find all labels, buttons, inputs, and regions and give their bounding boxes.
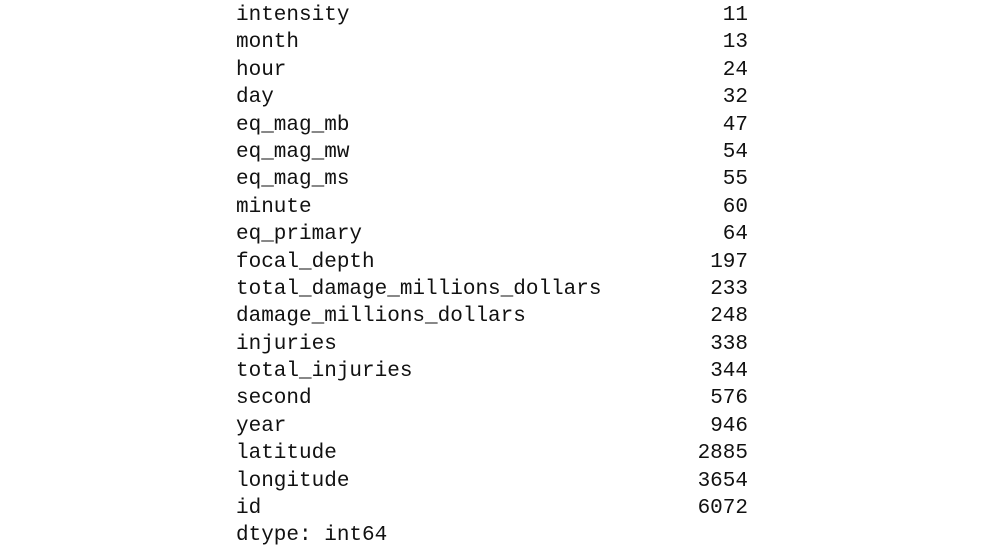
row-label: injuries [236, 332, 337, 356]
row-label: eq_mag_mw [236, 140, 350, 164]
row-count: 6072 [697, 497, 748, 521]
row-label: eq_mag_mb [236, 113, 350, 137]
series-row: eq_mag_mb 47 [236, 112, 756, 139]
row-count: 32 [722, 86, 748, 110]
row-count: 47 [722, 113, 748, 137]
series-row: injuries 338 [236, 331, 756, 358]
row-count: 233 [710, 277, 748, 301]
series-row: year 946 [236, 413, 756, 440]
row-count: 344 [710, 360, 748, 384]
row-label: latitude [236, 442, 337, 466]
row-label: day [236, 86, 274, 110]
row-label: intensity [236, 4, 350, 27]
row-count: 338 [710, 332, 748, 356]
row-label: focal_depth [236, 250, 375, 274]
row-label: damage_millions_dollars [236, 305, 526, 329]
series-row: month 13 [236, 29, 756, 56]
row-label: total_damage_millions_dollars [236, 277, 602, 301]
series-row: longitude 3654 [236, 468, 756, 495]
row-count: 54 [722, 140, 748, 164]
row-count: 24 [722, 58, 748, 82]
series-row: id 6072 [236, 495, 756, 522]
series-row: hour 24 [236, 57, 756, 84]
row-count: 197 [710, 250, 748, 274]
row-count: 248 [710, 305, 748, 329]
row-label: month [236, 31, 300, 55]
row-count: 3654 [697, 469, 748, 493]
row-count: 576 [710, 387, 748, 411]
row-label: id [236, 497, 262, 521]
series-row: total_damage_millions_dollars 233 [236, 276, 756, 303]
row-label: hour [236, 58, 287, 82]
row-label: total_injuries [236, 360, 413, 384]
row-count: 55 [722, 168, 748, 192]
series-row: total_injuries 344 [236, 358, 756, 385]
series-row: latitude 2885 [236, 440, 756, 467]
row-label: year [236, 414, 287, 438]
row-count: 11 [722, 4, 748, 27]
row-count: 13 [722, 31, 748, 55]
dtype-line: dtype: int64 [236, 524, 388, 548]
series-row: eq_mag_ms 55 [236, 166, 756, 193]
row-count: 2885 [697, 442, 748, 466]
series-row: eq_mag_mw 54 [236, 139, 756, 166]
series-row: second 576 [236, 385, 756, 412]
row-label: eq_mag_ms [236, 168, 350, 192]
series-row: intensity 11 [236, 2, 756, 29]
series-row: eq_primary 64 [236, 221, 756, 248]
row-label: second [236, 387, 312, 411]
row-count: 946 [710, 414, 748, 438]
row-label: minute [236, 195, 312, 219]
series-row: day 32 [236, 84, 756, 111]
series-row: focal_depth 197 [236, 249, 756, 276]
series-row: damage_millions_dollars 248 [236, 303, 756, 330]
row-label: longitude [236, 469, 350, 493]
row-count: 64 [722, 223, 748, 247]
row-label: eq_primary [236, 223, 363, 247]
series-row: minute 60 [236, 194, 756, 221]
series-output: intensity 11 month 13 hour 24 day 32 eq_… [236, 2, 756, 550]
row-count: 60 [722, 195, 748, 219]
